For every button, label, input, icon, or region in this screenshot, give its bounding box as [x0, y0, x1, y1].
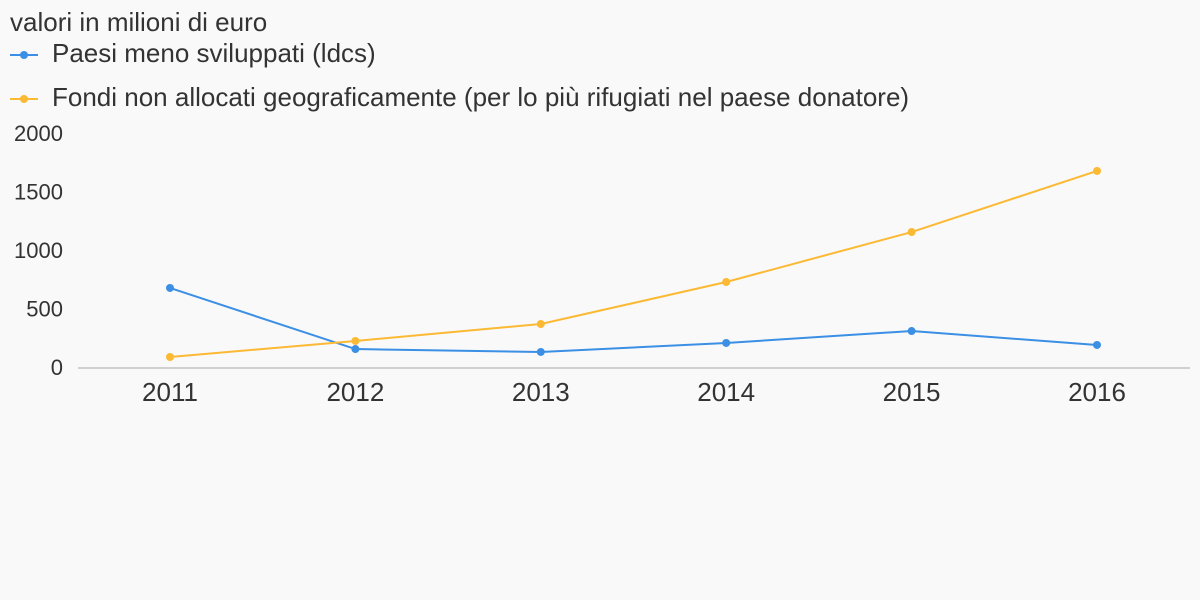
x-tick-label: 2016: [1068, 377, 1126, 407]
data-point: [1093, 166, 1101, 175]
x-tick-label: 2012: [326, 377, 384, 407]
data-point: [166, 283, 174, 292]
x-tick-label: 2015: [883, 377, 941, 407]
y-tick-label: 1000: [14, 238, 63, 263]
y-tick-label: 1500: [14, 179, 63, 204]
y-tick-label: 500: [26, 296, 63, 321]
data-point: [722, 278, 731, 287]
data-point: [1093, 340, 1101, 349]
data-point: [351, 336, 360, 345]
data-point: [907, 228, 916, 237]
data-point: [166, 353, 174, 362]
data-point: [722, 338, 731, 347]
x-tick-label: 2013: [512, 377, 570, 407]
series-line: [169, 287, 1098, 353]
data-point: [536, 347, 545, 356]
x-tick-label: 2014: [697, 377, 755, 407]
data-point: [907, 327, 916, 336]
legend-label: Paesi meno sviluppati (ldcs): [52, 38, 376, 68]
data-point: [536, 320, 545, 329]
legend-dot: [20, 51, 28, 59]
legend-dot: [20, 95, 28, 103]
series-line: [169, 170, 1098, 358]
x-tick-label: 2011: [142, 377, 198, 407]
legend-label: Fondi non allocati geograficamente (per …: [52, 82, 909, 112]
chart-title: valori in milioni di euro: [10, 7, 267, 37]
y-tick-label: 0: [51, 355, 63, 380]
data-point: [351, 345, 360, 354]
y-tick-label: 2000: [14, 121, 63, 146]
